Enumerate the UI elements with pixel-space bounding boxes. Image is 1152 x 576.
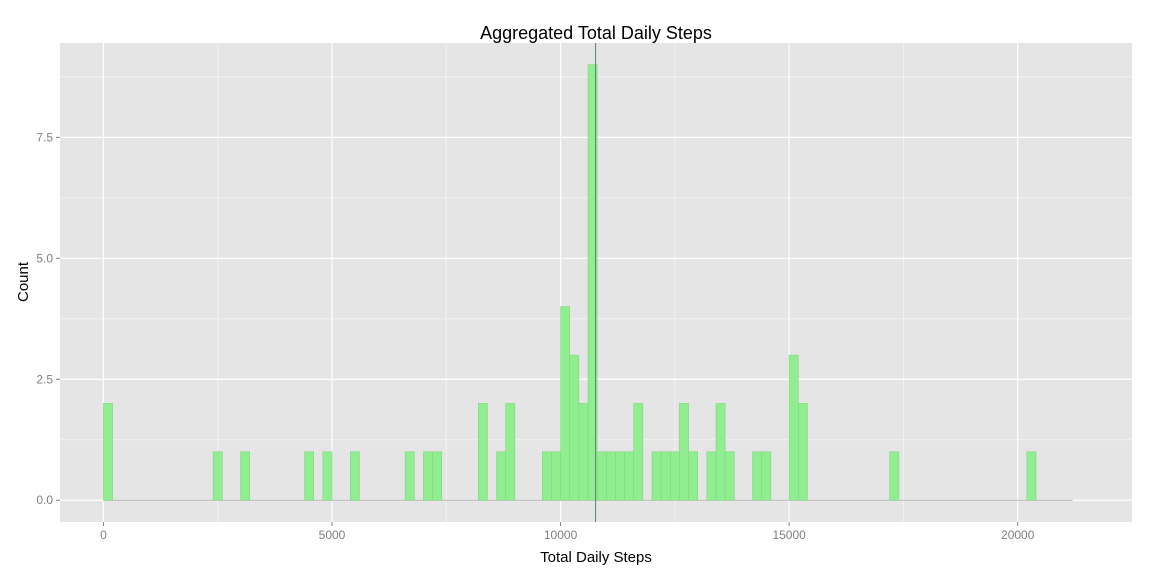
- histogram-bar: [752, 451, 763, 501]
- x-tick-label: 0: [100, 528, 107, 542]
- histogram-bar: [505, 403, 516, 501]
- histogram-bar: [761, 451, 772, 501]
- histogram-bar: [596, 451, 607, 501]
- histogram-bar: [715, 403, 726, 501]
- histogram-bar: [240, 451, 251, 501]
- y-tick-label: 7.5: [36, 130, 53, 144]
- x-tick-label: 10000: [544, 528, 578, 542]
- histogram-bar: [423, 451, 433, 501]
- histogram-bar: [304, 451, 315, 501]
- histogram-bar: [797, 403, 808, 501]
- histogram-bar: [322, 451, 333, 501]
- histogram-bar: [660, 451, 671, 501]
- histogram-bar: [103, 403, 113, 501]
- x-tick-label: 15000: [772, 528, 806, 542]
- histogram-bar: [651, 451, 662, 501]
- x-tick-label: 20000: [1001, 528, 1035, 542]
- histogram-bar: [605, 451, 616, 501]
- histogram-bar: [569, 354, 580, 501]
- x-axis-title: Total Daily Steps: [540, 549, 652, 566]
- histogram-bar: [432, 451, 443, 501]
- histogram-bar: [706, 451, 717, 501]
- histogram-bar: [669, 451, 680, 501]
- y-tick-label: 2.5: [36, 372, 53, 386]
- histogram-bar: [551, 451, 561, 501]
- histogram-bar: [578, 403, 589, 501]
- histogram-bar: [212, 451, 223, 501]
- histogram-bar: [541, 451, 552, 501]
- histogram-bar: [889, 451, 900, 501]
- y-axis-title: Count: [15, 261, 32, 302]
- histogram-bar: [496, 451, 507, 501]
- histogram-bar: [1026, 451, 1037, 501]
- y-tick-label: 5.0: [36, 251, 53, 265]
- bars: [103, 64, 1037, 501]
- histogram-bar: [788, 354, 799, 501]
- y-tick-label: 0.0: [36, 493, 53, 507]
- histogram-bar: [724, 451, 735, 501]
- x-tick-label: 5000: [319, 528, 346, 542]
- histogram-bar: [615, 451, 625, 501]
- chart-title: Aggregated Total Daily Steps: [480, 23, 712, 43]
- histogram-bar: [587, 64, 598, 501]
- histogram-bar: [679, 403, 689, 501]
- y-axis: 0.0 2.5 5.0 7.5: [36, 130, 60, 507]
- histogram-bar: [633, 403, 644, 501]
- histogram-bar: [624, 451, 635, 501]
- histogram-bar: [477, 403, 488, 501]
- histogram-bar: [404, 451, 415, 501]
- histogram-bar: [349, 451, 360, 501]
- histogram-bar: [560, 306, 571, 501]
- x-axis: 0 5000 10000 15000 20000: [100, 522, 1035, 542]
- histogram-bar: [688, 451, 699, 501]
